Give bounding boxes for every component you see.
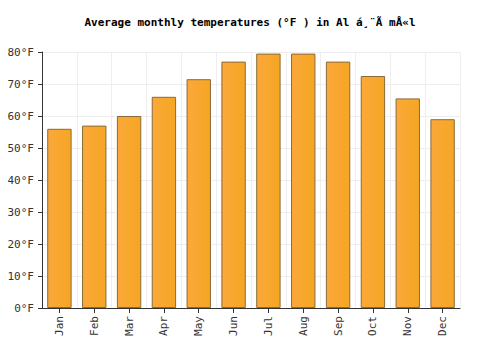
- svg-text:Dec: Dec: [436, 316, 449, 336]
- svg-text:May: May: [192, 316, 205, 336]
- svg-text:Sep: Sep: [332, 316, 345, 336]
- svg-text:0°F: 0°F: [14, 302, 34, 315]
- svg-text:Aug: Aug: [297, 316, 310, 336]
- svg-text:Nov: Nov: [401, 316, 414, 336]
- svg-text:50°F: 50°F: [8, 142, 35, 155]
- svg-text:Jan: Jan: [53, 316, 66, 336]
- svg-text:60°F: 60°F: [8, 110, 35, 123]
- svg-text:Oct: Oct: [366, 316, 379, 336]
- svg-text:10°F: 10°F: [8, 270, 35, 283]
- svg-text:Average monthly temperatures (: Average monthly temperatures (°F ) in Al…: [84, 16, 415, 29]
- svg-text:40°F: 40°F: [8, 174, 35, 187]
- svg-text:30°F: 30°F: [8, 206, 35, 219]
- svg-text:Mar: Mar: [123, 316, 136, 336]
- svg-text:Jul: Jul: [262, 316, 275, 336]
- svg-text:Jun: Jun: [227, 316, 240, 336]
- svg-text:70°F: 70°F: [8, 78, 35, 91]
- svg-text:80°F: 80°F: [8, 46, 35, 59]
- svg-text:Apr: Apr: [157, 316, 170, 336]
- svg-text:Feb: Feb: [88, 316, 101, 336]
- svg-text:20°F: 20°F: [8, 238, 35, 251]
